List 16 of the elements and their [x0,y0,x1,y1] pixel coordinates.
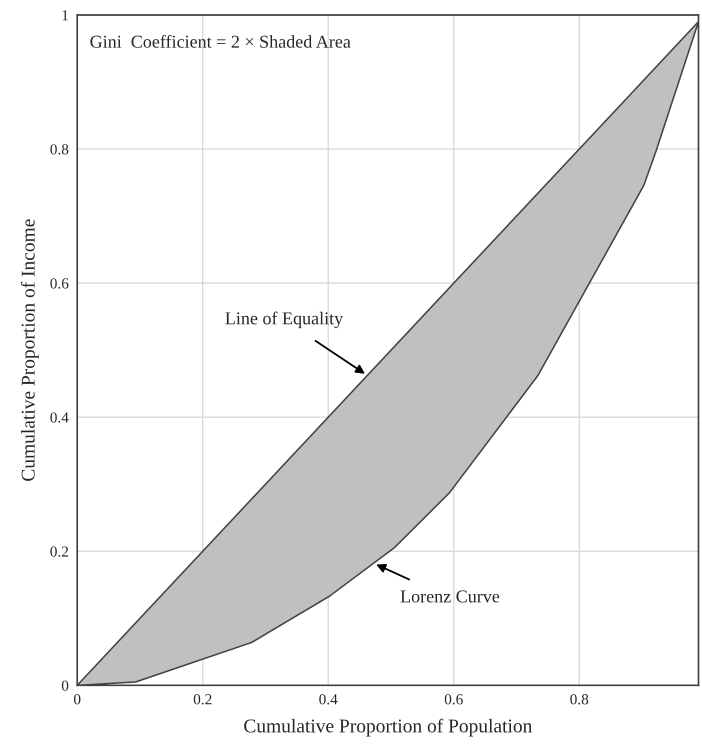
y-tick-label: 0 [62,680,68,691]
y-tick-label: 0.2 [50,546,68,557]
y-tick-label: 0.4 [50,412,69,423]
x-tick-label: 0.4 [319,694,338,704]
text: Lorenz Curve [400,590,500,603]
y-tick-label: 0.6 [50,278,68,289]
y-axis-title: Cumulative Proportion of Income [20,219,39,481]
y-tick-label: 0.8 [50,144,68,155]
x-tick-label: 0 [74,694,80,704]
annotation: Gini Coefficient = 2 × Shaded Area [90,34,351,48]
x-tick-label: 0.8 [570,694,588,704]
text: Line of Equality [225,312,344,328]
x-tick-label: 0.6 [444,694,463,704]
y-tick-label: 1 [62,10,68,20]
x-axis-title: Cumulative Proportion of Population [244,718,532,736]
x-tick-label: 0.2 [194,694,212,704]
